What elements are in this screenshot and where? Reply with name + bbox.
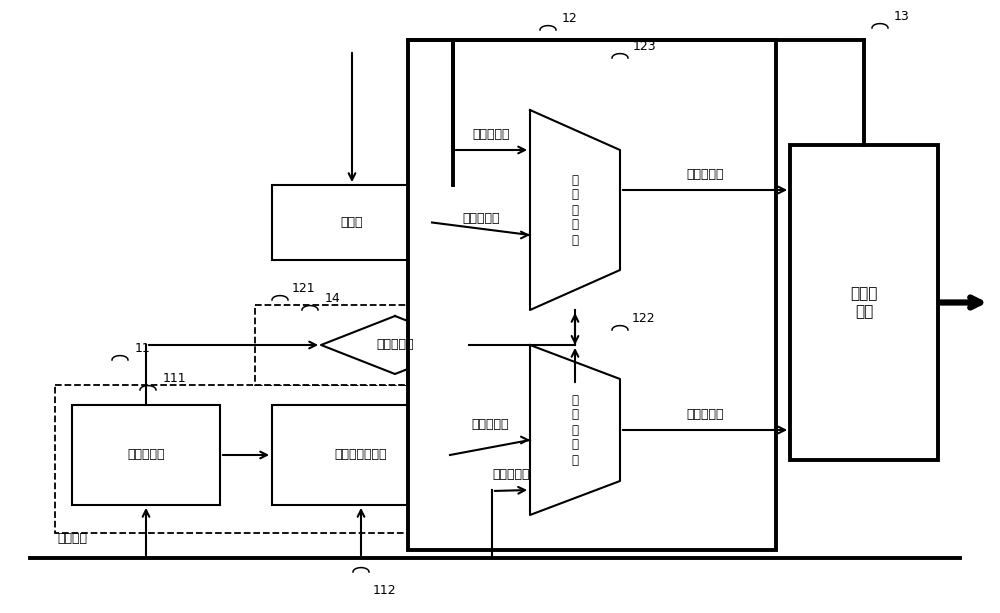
- Text: 123: 123: [632, 39, 656, 53]
- Text: 第
一
选
通
路: 第 一 选 通 路: [572, 173, 578, 246]
- Text: 输入信号: 输入信号: [57, 531, 87, 544]
- Bar: [72, 405, 220, 505]
- Text: 第二输出端: 第二输出端: [686, 167, 724, 180]
- Bar: [272, 185, 432, 260]
- Text: 第
一
选
通
路: 第 一 选 通 路: [572, 394, 578, 466]
- Text: 112: 112: [372, 584, 396, 596]
- Text: 第一选通端: 第一选通端: [492, 468, 530, 481]
- Text: 倍频信号发生器: 倍频信号发生器: [335, 449, 387, 462]
- Text: 13: 13: [894, 9, 910, 23]
- Text: 12: 12: [562, 12, 578, 25]
- Text: 第三选通端: 第三选通端: [462, 213, 500, 226]
- Bar: [408, 40, 776, 550]
- Text: 11: 11: [135, 341, 151, 354]
- Text: 频率判定器: 频率判定器: [376, 338, 414, 351]
- Text: 模拟锁
相环: 模拟锁 相环: [850, 286, 878, 319]
- Bar: [272, 405, 450, 505]
- Bar: [255, 305, 510, 385]
- Text: 第四选通端: 第四选通端: [473, 128, 510, 140]
- Bar: [55, 385, 495, 533]
- Text: 计数测频器: 计数测频器: [127, 449, 165, 462]
- Text: 122: 122: [631, 311, 655, 324]
- Text: 121: 121: [291, 281, 315, 294]
- Text: 第二选通端: 第二选通端: [471, 417, 509, 430]
- Text: 14: 14: [325, 292, 341, 305]
- Text: 111: 111: [162, 371, 186, 384]
- Text: 分频器: 分频器: [341, 216, 363, 229]
- Bar: [790, 145, 938, 460]
- Text: 第一输出端: 第一输出端: [686, 408, 724, 421]
